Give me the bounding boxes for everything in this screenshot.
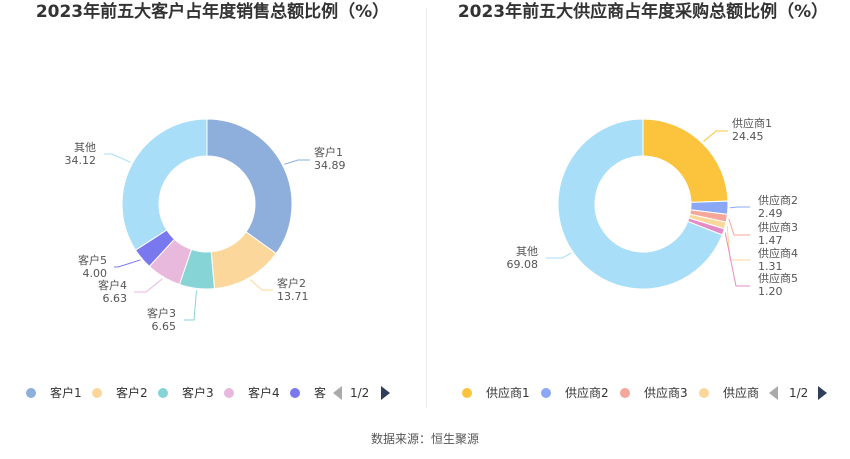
- legend-label: 客户3: [182, 386, 214, 400]
- leader-line: [104, 153, 131, 163]
- legend-label: 供应商3: [644, 386, 688, 400]
- legend-marker: [699, 388, 709, 398]
- supplier-purchase-chart-panel: 2023年前五大供应商占年度采购总额比例（%） 供应商1 24.45 供应商2 2.4…: [428, 0, 850, 410]
- chart-legend: 供应商1 供应商2 供应商3 供应商 1/2: [428, 383, 850, 403]
- legend-page-indicator: 1/2: [789, 386, 809, 400]
- legend-next-page-icon[interactable]: [818, 386, 827, 400]
- leader-line: [729, 206, 750, 209]
- slice-value-label: 24.45: [732, 130, 764, 143]
- legend-page-indicator: 1/2: [350, 386, 370, 400]
- legend-prev-page-icon[interactable]: [769, 386, 778, 400]
- leader-line: [726, 225, 750, 261]
- legend-marker: [462, 388, 472, 398]
- legend-marker: [290, 388, 300, 398]
- leader-line: [284, 159, 310, 165]
- leader-line: [703, 130, 728, 142]
- slice-category-label: 供应商2: [758, 193, 798, 207]
- slice-category-label: 客户4: [98, 278, 127, 292]
- slice-value-label: 2.49: [758, 207, 783, 220]
- donut-slice[interactable]: [206, 118, 293, 255]
- legend-label: 客户2: [116, 386, 148, 400]
- legend-label: 客户1: [50, 386, 82, 400]
- slice-value-label: 34.89: [314, 159, 346, 172]
- slice-category-label: 其他: [74, 141, 96, 154]
- leader-line: [134, 278, 163, 293]
- legend-marker: [26, 388, 36, 398]
- slice-value-label: 13.71: [277, 290, 309, 303]
- slice-category-label: 供应商4: [758, 246, 798, 260]
- legend-marker: [158, 388, 168, 398]
- slice-value-label: 34.12: [65, 154, 97, 167]
- legend-marker: [541, 388, 551, 398]
- data-source-note: 数据来源：恒生聚源: [370, 432, 479, 446]
- slice-category-label: 客户2: [277, 276, 306, 290]
- slice-value-label: 1.47: [758, 234, 783, 247]
- legend-label: 客户4: [248, 386, 280, 400]
- legend-label: 供应商1: [486, 386, 530, 400]
- donut-slice[interactable]: [557, 118, 723, 290]
- leader-line: [184, 290, 198, 321]
- chart-title: 2023年前五大客户占年度销售总额比例（%）: [35, 2, 390, 22]
- slice-category-label: 客户5: [78, 253, 107, 267]
- chart-title: 2023年前五大供应商占年度采购总额比例（%）: [457, 2, 829, 22]
- slice-value-label: 6.63: [103, 292, 128, 305]
- leader-line: [114, 259, 141, 268]
- legend-marker: [620, 388, 630, 398]
- slice-category-label: 客户1: [314, 145, 343, 159]
- customer-sales-chart-panel: 2023年前五大客户占年度销售总额比例（%） 客户1 34.89 客户2 13.71 客…: [0, 0, 425, 410]
- legend-label: 客: [314, 386, 326, 400]
- leader-line: [249, 279, 273, 291]
- leader-line: [728, 218, 750, 236]
- chart-legend: 客户1 客户2 客户3 客户4 客 1/2: [0, 383, 425, 403]
- leader-line: [724, 232, 750, 287]
- leader-line: [546, 252, 572, 259]
- slice-category-label: 供应商3: [758, 220, 798, 234]
- legend-marker: [224, 388, 234, 398]
- legend-next-page-icon[interactable]: [381, 386, 390, 400]
- donut-slice[interactable]: [121, 118, 208, 251]
- slice-value-label: 6.65: [152, 320, 177, 333]
- slice-value-label: 1.20: [758, 285, 783, 298]
- legend-marker: [92, 388, 102, 398]
- slice-value-label: 4.00: [83, 267, 108, 280]
- slice-category-label: 供应商5: [758, 271, 798, 285]
- slice-value-label: 69.08: [507, 258, 539, 271]
- legend-label: 供应商: [723, 386, 760, 400]
- legend-prev-page-icon[interactable]: [333, 386, 342, 400]
- slice-category-label: 其他: [516, 245, 538, 258]
- slice-category-label: 供应商1: [732, 116, 772, 130]
- slice-category-label: 客户3: [147, 306, 176, 320]
- legend-label: 供应商2: [565, 386, 609, 400]
- slice-value-label: 1.31: [758, 260, 783, 273]
- panel-divider: [426, 8, 427, 408]
